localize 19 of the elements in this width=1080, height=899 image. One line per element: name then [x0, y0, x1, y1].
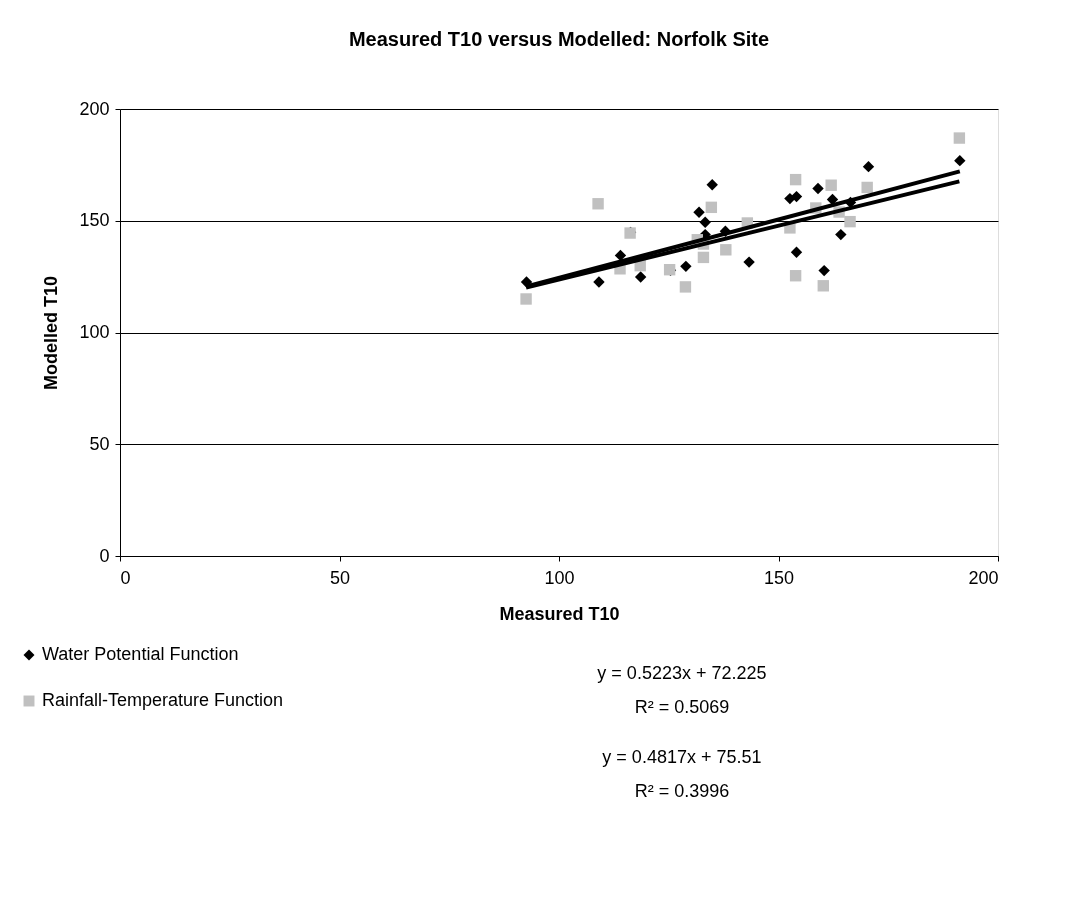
y-tick-label: 200: [79, 98, 110, 119]
y-tick-label: 150: [79, 210, 110, 231]
x-tick-label: 0: [120, 567, 131, 588]
text: y = 0.5223x + 72.225: [597, 663, 767, 683]
y-tick-label: 50: [89, 433, 110, 454]
y-tick-label: 100: [79, 322, 110, 342]
y-tick-label: 0: [99, 545, 110, 566]
text: y = 0.4817x + 75.51: [602, 747, 762, 767]
x-axis-title: Measured T10: [499, 603, 620, 624]
x-tick-label: 50: [329, 567, 351, 588]
legend-label: Rainfall-Temperature Function: [42, 690, 284, 710]
text: R² = 0.3996: [634, 781, 730, 801]
x-tick-label: 200: [968, 567, 999, 588]
legend-label: Water Potential Function: [42, 644, 239, 664]
chart-title: Measured T10 versus Modelled: Norfolk Site: [348, 28, 770, 50]
y-axis-title: Modelled T10: [41, 275, 62, 391]
x-tick-label: 150: [763, 567, 795, 588]
x-tick-label: 100: [544, 567, 575, 588]
text: R² = 0.5069: [634, 697, 730, 717]
